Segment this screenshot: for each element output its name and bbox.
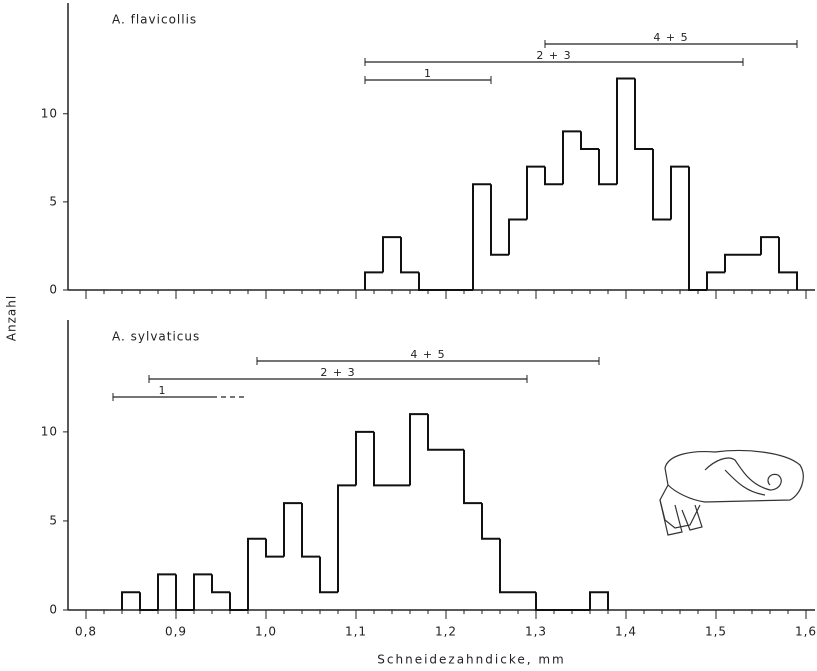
histogram-bar xyxy=(634,78,653,150)
histogram-bar xyxy=(175,574,194,611)
y-tick-label: 0 xyxy=(49,283,58,297)
range-label: 1 xyxy=(424,67,432,80)
range-label: 2 + 3 xyxy=(536,49,571,62)
histogram-bar xyxy=(121,591,140,610)
x-tick-label: 1,3 xyxy=(525,625,547,639)
histogram-bar xyxy=(706,271,725,290)
histogram-bar xyxy=(472,183,491,290)
histogram-bar xyxy=(481,503,500,540)
x-tick-label: 0,9 xyxy=(165,625,187,639)
histogram-bar xyxy=(193,573,212,610)
range-label: 4 + 5 xyxy=(410,348,445,361)
histogram-bar xyxy=(355,430,374,486)
histogram-bar xyxy=(382,236,401,273)
histogram-bar xyxy=(490,184,509,256)
histogram-bar xyxy=(427,414,446,451)
histogram-bar xyxy=(265,538,284,558)
histogram-bar xyxy=(598,149,617,186)
panel-title: A. flavicollis xyxy=(112,13,197,27)
histogram-bar xyxy=(157,573,176,610)
x-tick-label: 1,5 xyxy=(705,625,727,639)
histogram-bar xyxy=(400,237,419,274)
y-tick-label: 5 xyxy=(49,194,58,208)
histogram-bar xyxy=(724,253,743,273)
histogram-bar xyxy=(580,131,599,150)
histogram-bar xyxy=(139,592,158,611)
x-axis-label: Schneidezahndicke, mm xyxy=(377,653,565,667)
histogram-bar xyxy=(589,591,609,610)
histogram-bar xyxy=(229,592,248,611)
range-label: 2 + 3 xyxy=(320,366,355,379)
histogram-bar xyxy=(508,218,527,255)
x-tick-label: 0,8 xyxy=(75,625,97,639)
y-axis-label: Anzahl xyxy=(5,295,19,341)
x-tick-label: 1,0 xyxy=(255,625,277,639)
histogram-bar xyxy=(211,574,230,594)
histogram-bar xyxy=(760,236,779,255)
histogram-bar xyxy=(301,503,320,558)
histogram-bar xyxy=(526,165,545,220)
histogram-bar xyxy=(409,413,428,486)
histogram-bar xyxy=(418,272,437,291)
histogram-bar xyxy=(373,431,392,487)
y-tick-label: 5 xyxy=(49,513,58,527)
histogram-bar xyxy=(652,149,671,221)
histogram-bar xyxy=(688,166,707,291)
range-label: 4 + 5 xyxy=(653,31,688,44)
skull-sketch xyxy=(659,449,804,536)
histogram-bar xyxy=(670,165,689,220)
histogram-bar xyxy=(562,130,581,185)
histogram-bar xyxy=(463,449,482,505)
histogram-bar xyxy=(364,271,383,290)
y-tick-label: 0 xyxy=(49,603,58,617)
range-label: 1 xyxy=(159,384,167,397)
x-tick-label: 1,2 xyxy=(435,625,457,639)
histogram-bar xyxy=(616,77,635,185)
histogram-bar xyxy=(544,166,563,186)
x-tick-label: 1,4 xyxy=(615,625,637,639)
histogram-bar xyxy=(247,537,266,610)
histogram-bar xyxy=(535,592,554,611)
histogram-bar xyxy=(499,538,518,594)
histogram-bar xyxy=(319,556,338,594)
y-tick-label: 10 xyxy=(41,424,58,438)
panel-title: A. sylvaticus xyxy=(112,330,200,344)
y-tick-label: 10 xyxy=(41,106,58,120)
histogram-bar xyxy=(778,237,798,290)
x-tick-label: 1,1 xyxy=(345,625,367,639)
histogram-bar xyxy=(337,484,356,593)
x-tick-label: 1,6 xyxy=(795,625,817,639)
histogram-bar xyxy=(283,502,302,557)
